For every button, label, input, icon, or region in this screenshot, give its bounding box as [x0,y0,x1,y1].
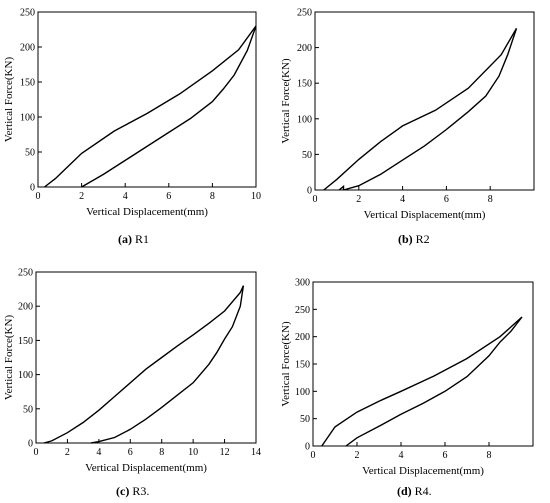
caption-b-text: R2 [415,232,430,246]
caption-a: (a) R1 [118,232,149,247]
x-axis-label: Vertical Displacement(mm) [362,465,484,477]
x-tick-label: 6 [443,450,448,461]
y-tick-label: 200 [295,332,310,343]
chart-c: 0 2 4 6 8 10 12 14 0 50 100 150 200 250 Vertical Displ… [3,268,261,475]
x-tick-label: 8 [159,447,164,458]
x-tick-label: 10 [251,191,261,202]
x-tick-label: 2 [79,191,84,202]
series-line-1 [321,316,523,447]
x-tick-label: 6 [128,447,133,458]
y-axis-label: Vertical Force(KN) [280,58,292,144]
plot-frame [37,11,257,188]
x-tick-label: 12 [220,447,230,458]
x-tick-label: 4 [123,191,128,202]
x-tick-label: 0 [34,447,39,458]
series-line-1 [44,25,257,188]
y-tick-label: 100 [18,370,33,381]
series-line-2 [81,25,257,188]
x-tick-label: 6 [166,191,171,202]
plot-frame [314,11,535,191]
x-axis-label: Vertical Displacement(mm) [85,462,207,474]
y-tick-label: 250 [295,305,310,316]
y-axis-label: Vertical Force(KN) [280,321,292,407]
caption-b-tag: (b) [398,232,413,246]
y-tick-label: 50 [25,148,35,159]
y-tick-label: 150 [295,360,310,371]
x-axis-label: Vertical Displacement(mm) [364,209,486,221]
chart-d: 0 2 4 6 8 0 50 100 150 200 250 300 Vertical Displace… [280,278,534,477]
caption-c-tag: (c) [116,484,130,498]
caption-d-tag: (d) [397,484,412,498]
x-axis-label: Vertical Displacement(mm) [86,206,208,218]
x-tick-label: 0 [313,194,318,205]
series-line-2 [90,285,245,444]
caption-d-text: R4. [414,484,432,498]
y-tick-label: 300 [295,278,310,289]
y-tick-label: 0 [28,439,33,450]
series-line-2 [343,28,518,191]
plot-frame [35,271,257,444]
y-tick-label: 50 [23,404,33,415]
y-tick-label: 100 [20,113,35,124]
series-line-1 [43,285,245,444]
series-line-3 [338,184,345,191]
y-tick-label: 250 [297,8,312,19]
plot-frame [312,281,534,447]
y-tick-label: 150 [18,336,33,347]
x-tick-label: 2 [65,447,70,458]
series-line-2 [345,316,523,447]
x-tick-label: 4 [399,450,404,461]
y-axis-label: Vertical Force(KN) [3,315,15,401]
x-tick-label: 8 [210,191,215,202]
chart-b: 0 2 4 6 8 0 50 100 150 200 250 Vertical Displacemen… [280,8,535,221]
x-tick-label: 2 [355,450,360,461]
y-tick-label: 200 [18,302,33,313]
caption-a-text: R1 [135,232,150,246]
x-tick-label: 14 [251,447,261,458]
y-tick-label: 100 [297,114,312,125]
y-tick-label: 150 [20,78,35,89]
y-tick-label: 50 [300,414,310,425]
caption-c-text: R3. [132,484,150,498]
y-tick-label: 50 [302,150,312,161]
y-tick-label: 250 [20,8,35,19]
y-axis-label: Vertical Force(KN) [3,57,15,143]
x-tick-label: 8 [488,194,493,205]
x-tick-label: 4 [400,194,405,205]
x-tick-label: 4 [96,447,101,458]
y-tick-label: 0 [307,186,312,197]
y-tick-label: 150 [297,79,312,90]
caption-b: (b) R2 [398,232,430,247]
y-tick-label: 0 [305,442,310,453]
x-tick-label: 2 [356,194,361,205]
y-tick-label: 250 [18,268,33,279]
series-line-1 [323,28,518,191]
x-tick-label: 8 [487,450,492,461]
x-tick-label: 0 [36,191,41,202]
y-tick-label: 100 [295,387,310,398]
x-tick-label: 0 [311,450,316,461]
caption-a-tag: (a) [118,232,132,246]
y-tick-label: 200 [297,43,312,54]
caption-c: (c) R3. [116,484,149,499]
x-tick-label: 10 [188,447,198,458]
y-tick-label: 200 [20,43,35,54]
y-tick-label: 0 [30,183,35,194]
x-tick-label: 6 [444,194,449,205]
caption-d: (d) R4. [397,484,432,499]
